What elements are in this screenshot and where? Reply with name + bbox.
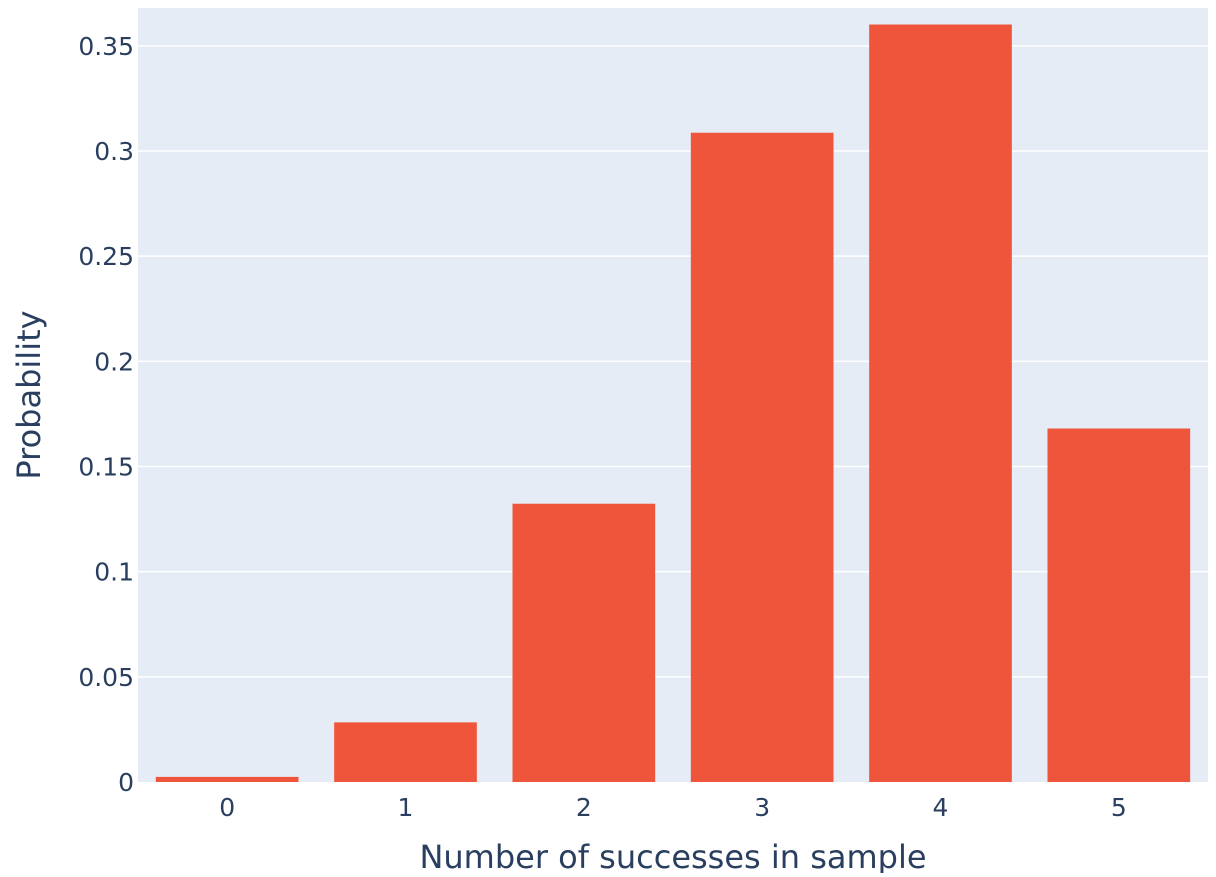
- x-tick-label: 0: [219, 793, 235, 822]
- y-tick-label: 0.3: [94, 137, 134, 166]
- bars: [155, 24, 1191, 782]
- bar-5: [1047, 428, 1191, 782]
- x-axis-ticks: 0 1 2 3 4 5: [219, 793, 1127, 822]
- y-tick-label: 0.15: [78, 453, 134, 482]
- x-tick-label: 3: [754, 793, 770, 822]
- y-tick-label: 0.05: [78, 663, 134, 692]
- y-tick-label: 0.1: [94, 558, 134, 587]
- plot-area: [138, 8, 1208, 782]
- y-axis-title: Probability: [10, 310, 48, 479]
- bar-0: [155, 776, 299, 782]
- bar-1: [334, 722, 477, 782]
- y-axis-ticks: 0 0.05 0.1 0.15 0.2 0.25 0.3 0.35: [78, 32, 134, 797]
- bar-2: [512, 503, 656, 782]
- bar-3: [690, 132, 834, 782]
- bar-4: [869, 24, 1012, 782]
- x-tick-label: 2: [576, 793, 592, 822]
- x-axis-title: Number of successes in sample: [419, 838, 926, 873]
- x-tick-label: 4: [933, 793, 949, 822]
- y-tick-label: 0.35: [78, 32, 134, 61]
- gridlines: [138, 45, 1208, 678]
- y-tick-label: 0: [118, 768, 134, 797]
- y-tick-label: 0.2: [94, 347, 134, 376]
- y-tick-label: 0.25: [78, 242, 134, 271]
- x-tick-label: 5: [1111, 793, 1127, 822]
- x-tick-label: 1: [398, 793, 414, 822]
